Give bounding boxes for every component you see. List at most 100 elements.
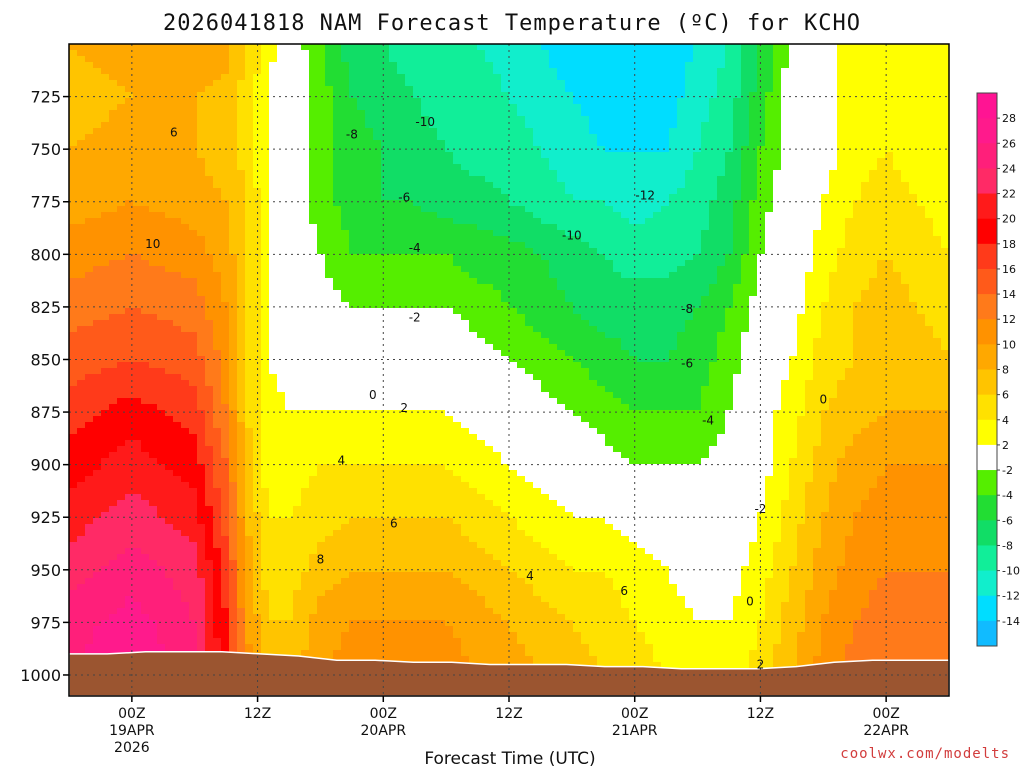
temperature-cell (165, 302, 174, 309)
temperature-cell (901, 284, 910, 291)
temperature-cell (589, 80, 598, 87)
temperature-cell (437, 290, 446, 297)
temperature-cell (557, 152, 566, 159)
temperature-cell (581, 134, 590, 141)
temperature-cell (301, 152, 310, 159)
temperature-cell (637, 200, 646, 207)
temperature-cell (445, 272, 454, 279)
temperature-cell (381, 140, 390, 147)
temperature-cell (133, 248, 142, 255)
temperature-cell (349, 104, 358, 111)
temperature-cell (861, 254, 870, 261)
temperature-cell (629, 308, 638, 315)
temperature-cell (293, 188, 302, 195)
temperature-cell (437, 260, 446, 267)
temperature-cell (533, 194, 542, 201)
temperature-cell (509, 248, 518, 255)
temperature-cell (637, 212, 646, 219)
temperature-cell (789, 278, 798, 285)
temperature-cell (141, 194, 150, 201)
temperature-cell (933, 206, 942, 213)
temperature-cell (197, 86, 206, 93)
temperature-cell (197, 308, 206, 315)
temperature-cell (541, 230, 550, 237)
temperature-cell (501, 62, 510, 69)
temperature-cell (445, 146, 454, 153)
temperature-cell (261, 140, 270, 147)
temperature-cell (493, 110, 502, 117)
temperature-cell (661, 74, 670, 81)
temperature-cell (109, 242, 118, 249)
temperature-cell (229, 134, 238, 141)
temperature-cell (901, 296, 910, 303)
temperature-cell (629, 140, 638, 147)
temperature-cell (229, 302, 238, 309)
temperature-cell (213, 116, 222, 123)
temperature-cell (301, 290, 310, 297)
temperature-cell (165, 110, 174, 117)
temperature-cell (573, 98, 582, 105)
temperature-cell (685, 308, 694, 315)
temperature-cell (421, 56, 430, 63)
temperature-cell (333, 44, 342, 51)
temperature-cell (717, 212, 726, 219)
temperature-cell (837, 308, 846, 315)
temperature-cell (221, 314, 230, 321)
temperature-cell (277, 188, 286, 195)
temperature-cell (197, 302, 206, 309)
temperature-cell (205, 278, 214, 285)
temperature-cell (333, 206, 342, 213)
temperature-cell (397, 80, 406, 87)
temperature-cell (789, 122, 798, 129)
temperature-cell (893, 248, 902, 255)
temperature-cell (125, 212, 134, 219)
temperature-cell (477, 98, 486, 105)
temperature-cell (533, 80, 542, 87)
temperature-cell (613, 200, 622, 207)
temperature-cell (725, 308, 734, 315)
temperature-cell (653, 206, 662, 213)
temperature-cell (933, 110, 942, 117)
temperature-cell (205, 44, 214, 51)
temperature-cell (173, 104, 182, 111)
temperature-cell (597, 74, 606, 81)
temperature-cell (117, 272, 126, 279)
temperature-cell (333, 104, 342, 111)
temperature-cell (845, 134, 854, 141)
temperature-cell (797, 128, 806, 135)
temperature-cell (717, 302, 726, 309)
temperature-cell (901, 248, 910, 255)
temperature-cell (381, 86, 390, 93)
temperature-cell (517, 128, 526, 135)
temperature-cell (189, 128, 198, 135)
temperature-cell (933, 140, 942, 147)
temperature-cell (597, 128, 606, 135)
temperature-cell (221, 152, 230, 159)
temperature-cell (229, 116, 238, 123)
temperature-cell (349, 74, 358, 81)
temperature-cell (797, 248, 806, 255)
temperature-cell (941, 218, 949, 225)
temperature-cell (413, 92, 422, 99)
temperature-cell (653, 164, 662, 171)
temperature-cell (461, 302, 470, 309)
temperature-cell (645, 56, 654, 63)
temperature-cell (797, 80, 806, 87)
temperature-cell (909, 290, 918, 297)
temperature-cell (165, 62, 174, 69)
temperature-cell (85, 86, 94, 93)
temperature-cell (157, 278, 166, 285)
temperature-cell (813, 290, 822, 297)
temperature-cell (381, 206, 390, 213)
temperature-cell (541, 80, 550, 87)
temperature-cell (557, 170, 566, 177)
temperature-cell (157, 260, 166, 267)
temperature-cell (261, 278, 270, 285)
temperature-cell (693, 80, 702, 87)
temperature-cell (317, 98, 326, 105)
temperature-cell (693, 284, 702, 291)
temperature-cell (413, 134, 422, 141)
temperature-cell (693, 302, 702, 309)
temperature-cell (85, 302, 94, 309)
temperature-cell (885, 116, 894, 123)
